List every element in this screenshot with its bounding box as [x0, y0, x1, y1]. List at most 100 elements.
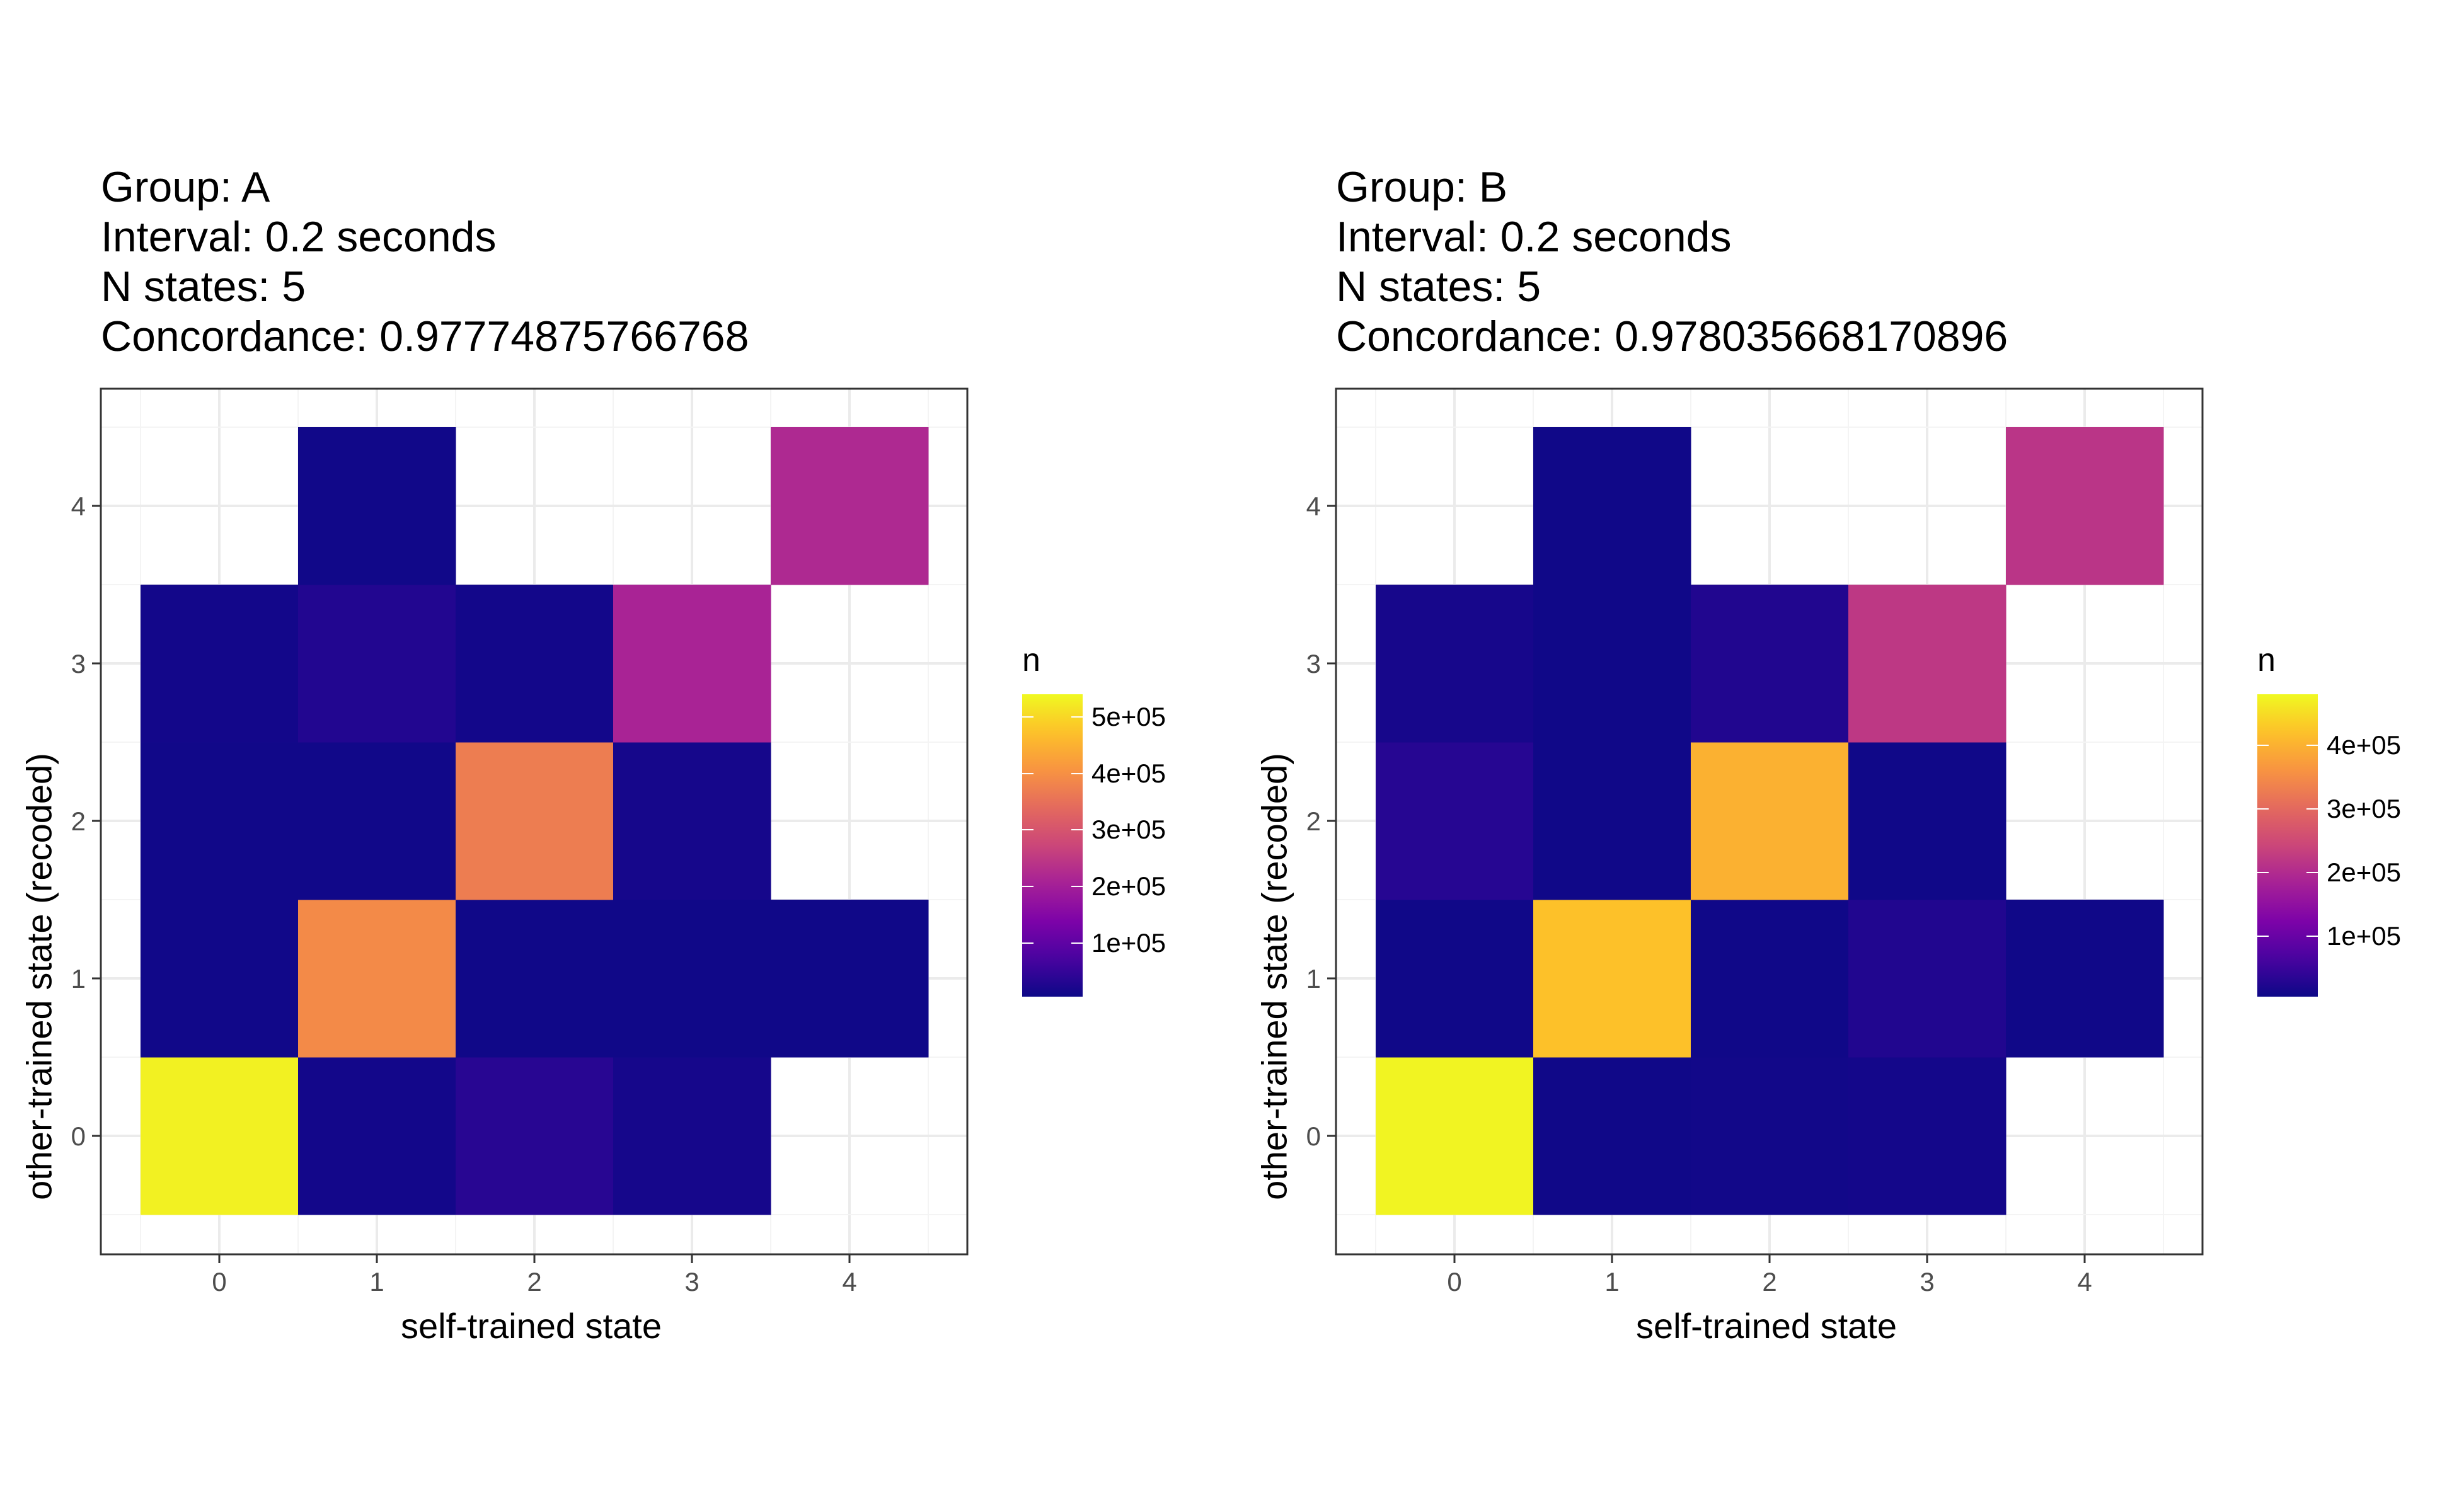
legend-tick-mark: [1071, 942, 1083, 944]
heatmap-cell-x3-y2: [613, 742, 771, 900]
x-tick-label: 2: [527, 1267, 541, 1297]
heatmap-cell-x3-y2: [1848, 742, 2007, 900]
legend-tick-label: 3e+05: [1091, 815, 1166, 845]
heatmap-cell-x2-y3: [1691, 585, 1849, 743]
y-tick-label: 4: [71, 491, 86, 521]
heatmap-cell-x0-y3: [141, 585, 299, 743]
legend-tick-mark: [2306, 936, 2318, 937]
heatmap-cell-x3-y0: [613, 1057, 771, 1215]
legend-tick-mark: [2306, 744, 2318, 746]
title-line-concordance: Concordance: 0.978035668170896: [1336, 312, 2008, 360]
title-line-group: Group: B: [1336, 163, 1508, 211]
legend-tick-label: 1e+05: [2327, 921, 2401, 951]
y-tick-label: 4: [1306, 491, 1321, 521]
heatmap-cell-x1-y1: [1533, 900, 1691, 1058]
heatmap-cell-x1-y2: [298, 742, 456, 900]
y-tick-label: 2: [1306, 806, 1321, 836]
heatmap-plot: 0 1 2 3 4 0 1 2 3 4: [71, 387, 969, 1297]
legend-tick-label: 4e+05: [2327, 730, 2401, 760]
heatmap-cell-x4-y1: [2006, 900, 2164, 1058]
heatmap-cell-x0-y2: [1376, 742, 1534, 900]
x-axis-label: self-trained state: [401, 1306, 662, 1346]
legend-tick-mark: [1071, 772, 1083, 774]
legend-tick-mark: [1022, 772, 1033, 774]
legend-tick-mark: [1022, 886, 1033, 888]
heatmap-panel-group-a: Group: A Interval: 0.2 seconds N states:…: [0, 0, 1223, 1512]
title-line-interval: Interval: 0.2 seconds: [1336, 213, 1732, 261]
heatmap-cell-x0-y0: [141, 1057, 299, 1215]
heatmap-cell-x4-y4: [2006, 427, 2164, 585]
heatmap-cell-x1-y4: [1533, 427, 1691, 585]
legend-colorbar: [1022, 694, 1083, 997]
heatmap-cell-x1-y0: [298, 1057, 456, 1215]
heatmap-cell-x2-y2: [456, 742, 614, 900]
y-axis-label: other-trained state (recoded): [19, 753, 59, 1200]
chart-title: Group: A Interval: 0.2 seconds N states:…: [101, 163, 749, 362]
x-tick-label: 4: [2077, 1267, 2092, 1297]
legend-title: n: [1022, 642, 1040, 679]
legend-tick-label: 2e+05: [1091, 871, 1166, 902]
title-line-n-states: N states: 5: [101, 263, 306, 311]
heatmap-cell-x0-y1: [1376, 900, 1534, 1058]
legend-title: n: [2257, 642, 2276, 679]
x-tick-label: 4: [842, 1267, 856, 1297]
x-axis-label: self-trained state: [1636, 1306, 1897, 1346]
legend-tick-mark: [2257, 936, 2269, 937]
heatmap-cell-x1-y2: [1533, 742, 1691, 900]
legend-tick-mark: [1022, 716, 1033, 718]
y-tick-label: 0: [71, 1121, 86, 1151]
legend-tick-label: 4e+05: [1091, 758, 1166, 788]
x-tick-label: 1: [369, 1267, 384, 1297]
heatmap-cell-x0-y2: [141, 742, 299, 900]
legend-tick-mark: [2306, 871, 2318, 873]
legend-tick-label: 5e+05: [1091, 701, 1166, 731]
y-tick-label: 2: [71, 806, 86, 836]
legend-tick-mark: [2257, 744, 2269, 746]
heatmap-cell-x3-y3: [613, 585, 771, 743]
legend-tick-mark: [2257, 871, 2269, 873]
title-line-concordance: Concordance: 0.97774875766768: [101, 312, 749, 360]
heatmap-cell-x3-y3: [1848, 585, 2007, 743]
legend-tick-mark: [1071, 886, 1083, 888]
heatmap-cell-x1-y4: [298, 427, 456, 585]
heatmap-cell-x2-y2: [1691, 742, 1849, 900]
legend-tick-mark: [2257, 808, 2269, 810]
x-tick-label: 1: [1604, 1267, 1619, 1297]
heatmap-cell-x3-y1: [613, 900, 771, 1058]
legend-tick-mark: [2306, 808, 2318, 810]
legend-tick-mark: [1071, 829, 1083, 831]
y-axis-label: other-trained state (recoded): [1254, 753, 1294, 1200]
heatmap-cell-x2-y0: [1691, 1057, 1849, 1215]
legend-colorbar: [2257, 694, 2318, 997]
legend-tick-label: 1e+05: [1091, 927, 1166, 958]
heatmap-cell-x2-y1: [1691, 900, 1849, 1058]
y-tick-label: 3: [1306, 649, 1321, 679]
heatmap-panel-group-b: Group: B Interval: 0.2 seconds N states:…: [1235, 0, 2447, 1512]
legend-tick-mark: [1022, 942, 1033, 944]
heatmap-plot: 0 1 2 3 4 0 1 2 3 4: [1306, 387, 2204, 1297]
heatmap-cell-x2-y3: [456, 585, 614, 743]
heatmap-cell-x1-y0: [1533, 1057, 1691, 1215]
heatmap-cell-x1-y3: [1533, 585, 1691, 743]
x-tick-label: 3: [1920, 1267, 1934, 1297]
x-tick-label: 3: [684, 1267, 699, 1297]
y-tick-label: 3: [71, 649, 86, 679]
x-tick-label: 0: [212, 1267, 226, 1297]
legend-tick-label: 3e+05: [2327, 793, 2401, 823]
legend-tick-mark: [1071, 716, 1083, 718]
heatmap-cell-x4-y4: [771, 427, 929, 585]
heatmap-cell-x0-y0: [1376, 1057, 1534, 1215]
heatmap-cell-x0-y3: [1376, 585, 1534, 743]
title-line-n-states: N states: 5: [1336, 263, 1541, 311]
y-tick-label: 1: [71, 964, 86, 994]
chart-title: Group: B Interval: 0.2 seconds N states:…: [1336, 163, 2008, 362]
heatmap-cell-x2-y0: [456, 1057, 614, 1215]
heatmap-cell-x1-y3: [298, 585, 456, 743]
y-tick-label: 0: [1306, 1121, 1321, 1151]
x-tick-label: 0: [1447, 1267, 1461, 1297]
title-line-interval: Interval: 0.2 seconds: [101, 213, 497, 261]
heatmap-cell-x1-y1: [298, 900, 456, 1058]
legend-tick-mark: [1022, 829, 1033, 831]
title-line-group: Group: A: [101, 163, 270, 211]
heatmap-cell-x3-y0: [1848, 1057, 2007, 1215]
